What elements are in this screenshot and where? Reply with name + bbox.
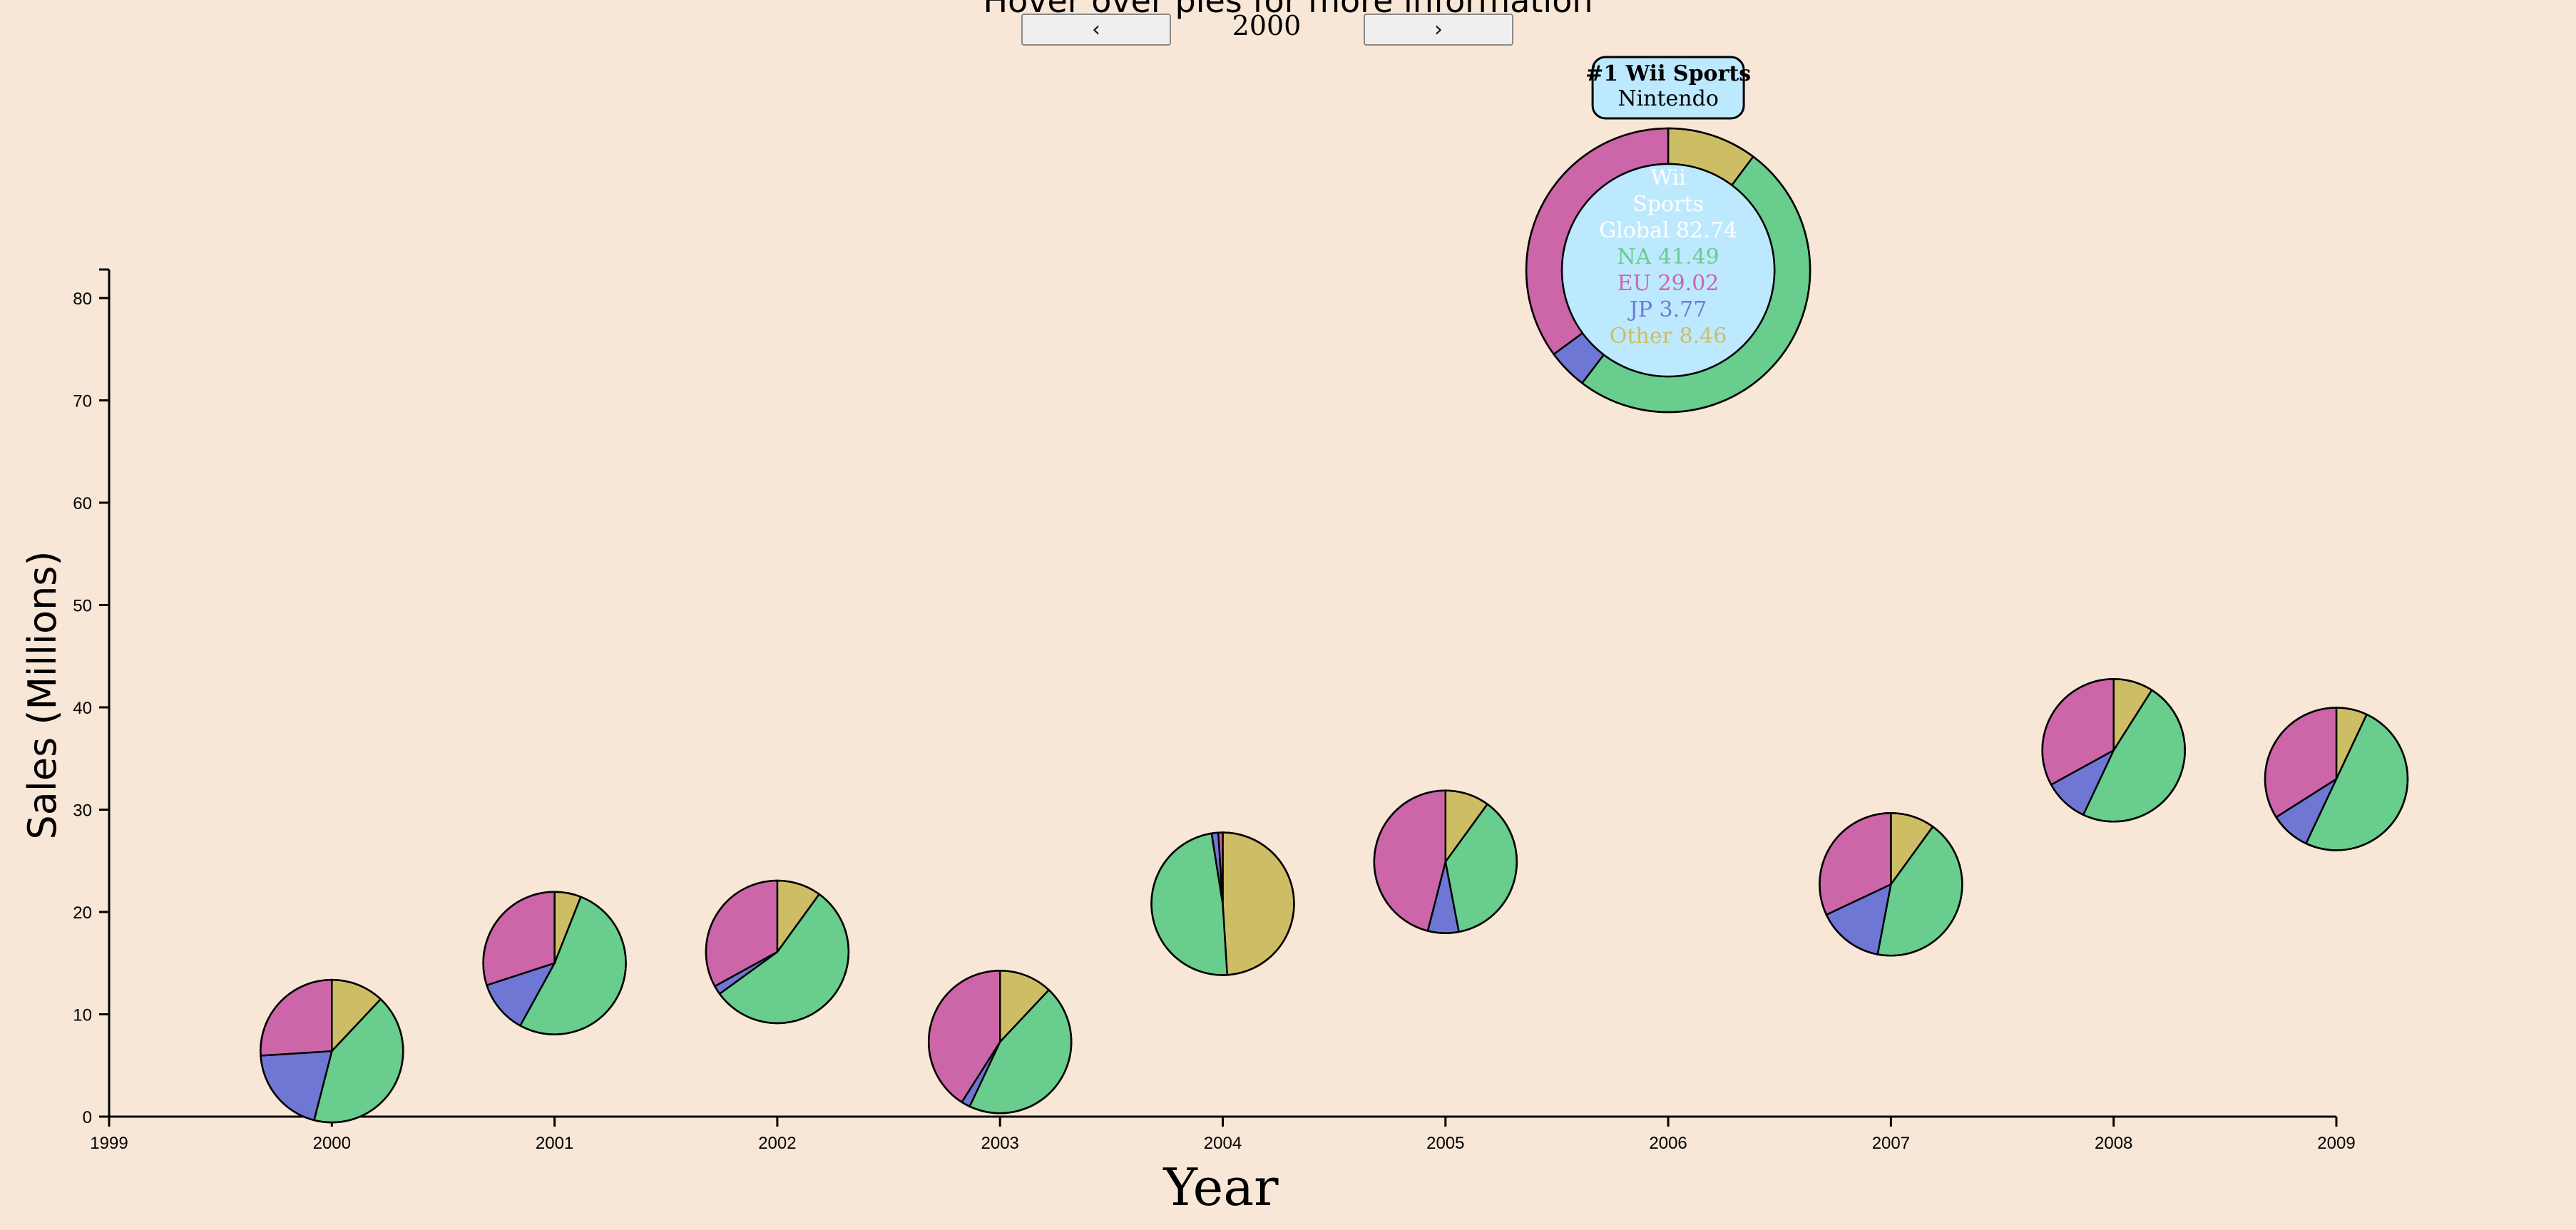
donut-game-name: Sports [1632, 192, 1704, 217]
pie-2001[interactable] [482, 891, 627, 1035]
x-tick-label: 2007 [1872, 1134, 1910, 1153]
donut-outline [1525, 127, 1811, 414]
pie-slice-eu [260, 978, 333, 1057]
pie-outline [1150, 831, 1295, 976]
pie-outline [705, 879, 850, 1025]
donut-line-na: NA 41.49 [1617, 245, 1719, 270]
pie-slice-other [1222, 831, 1295, 976]
y-tick-label: 70 [73, 392, 92, 411]
pie-2003[interactable] [927, 969, 1073, 1114]
y-tick-label: 80 [73, 289, 92, 309]
pie-outline [1819, 812, 1963, 957]
x-tick-label: 2005 [1426, 1134, 1464, 1153]
x-tick-label: 2003 [981, 1134, 1019, 1153]
pie-2000[interactable] [260, 978, 404, 1124]
pie-outline [1373, 789, 1518, 934]
pie-2008[interactable] [2041, 678, 2186, 823]
tooltip-publisher: Nintendo [1617, 86, 1719, 111]
x-tick-label: 2008 [2095, 1134, 2132, 1153]
x-tick-label: 2000 [313, 1134, 351, 1153]
pie-2007[interactable] [1819, 812, 1963, 957]
next-year-button[interactable]: › [1364, 14, 1513, 46]
pie-outline [2264, 707, 2409, 851]
x-tick-label: 2002 [758, 1134, 796, 1153]
y-tick-label: 0 [83, 1108, 92, 1127]
tooltip-rank-title: #1 Wii Sports [1585, 61, 1751, 86]
pie-2009[interactable] [2264, 707, 2409, 851]
donut-line-global: Global 82.74 [1599, 218, 1737, 243]
x-axis-label: Year [1162, 1157, 1279, 1217]
donut-game-name: Wii [1650, 165, 1686, 190]
pie-outline [482, 891, 627, 1035]
y-tick-label: 20 [73, 903, 92, 923]
x-tick-label: 1999 [90, 1134, 128, 1153]
x-tick-label: 2009 [2317, 1134, 2355, 1153]
pie-outline [2041, 678, 2186, 823]
pie-outline [260, 978, 404, 1124]
x-tick-label: 2006 [1649, 1134, 1687, 1153]
highlight-tooltip [1591, 56, 1745, 120]
y-tick-label: 40 [73, 699, 92, 718]
pie-2002[interactable] [705, 879, 850, 1025]
y-tick-label: 50 [73, 597, 92, 616]
current-year-label: 2000 [1232, 10, 1302, 41]
axes: 1999 2000 2001 2002 2003 2004 2005 2006 2007 2008… [73, 268, 2356, 1153]
donut-line-eu: EU 29.02 [1617, 271, 1719, 296]
pie-2005[interactable] [1373, 789, 1518, 934]
donut-line-jp: JP 3.77 [1627, 297, 1707, 322]
x-tick-label: 2004 [1204, 1134, 1242, 1153]
donut-center [1560, 163, 1776, 378]
y-tick-label: 10 [73, 1006, 92, 1025]
y-tick-label: 30 [73, 801, 92, 821]
x-tick-label: 2001 [536, 1134, 573, 1153]
pie-2004[interactable] [1150, 831, 1295, 976]
donut-line-other: Other 8.46 [1610, 324, 1727, 349]
prev-year-button[interactable]: ‹ [1021, 14, 1171, 46]
pies-layer [260, 678, 2409, 1124]
y-axis-label: Sales (Millions) [20, 550, 65, 839]
y-tick-label: 60 [73, 494, 92, 513]
pie-outline [927, 969, 1073, 1114]
